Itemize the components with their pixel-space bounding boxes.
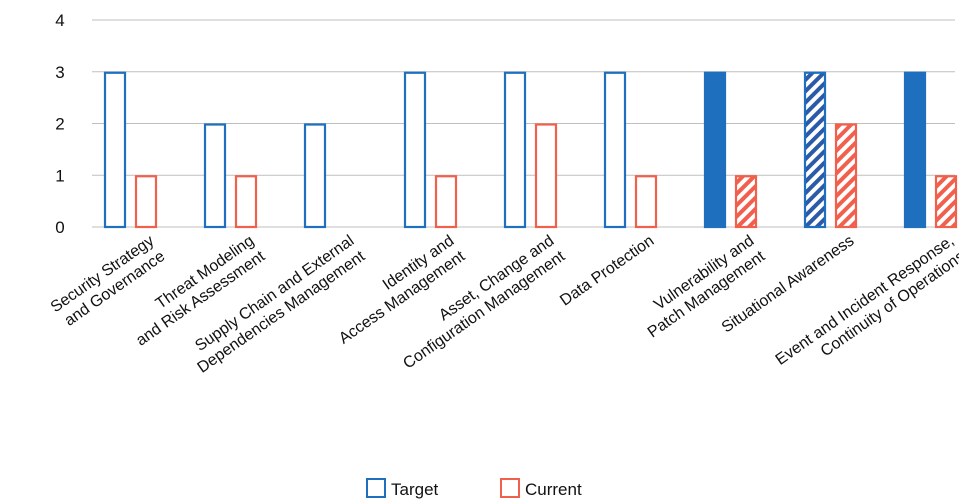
bar-target-4: [503, 71, 527, 229]
category-label-line: Event and Incident Response,: [773, 232, 958, 368]
y-tick-label: 4: [55, 11, 64, 30]
category-label-line: Continuity of Operations: [818, 248, 959, 360]
legend-swatch-current: [500, 478, 520, 498]
y-axis-ticks: 0 1 2 3 4: [55, 11, 64, 237]
y-tick-label: 2: [55, 115, 64, 134]
legend-swatch-target: [366, 478, 386, 498]
y-tick-label: 0: [55, 218, 64, 237]
bar-current-0: [134, 175, 158, 229]
bar-target-3: [403, 71, 427, 229]
bar-target-8: [903, 71, 927, 229]
bar-target-1: [203, 123, 227, 229]
legend-label-target: Target: [391, 480, 439, 499]
bar-target-2: [303, 123, 327, 229]
bar-current-8: [934, 175, 958, 229]
bar-current-1: [234, 175, 258, 229]
bar-current-6: [734, 175, 758, 229]
bars: [103, 71, 958, 229]
y-tick-label: 3: [55, 63, 64, 82]
y-tick-label: 1: [55, 166, 64, 185]
category-label-8: Event and Incident Response,Continuity o…: [773, 232, 959, 368]
bar-current-7: [834, 123, 858, 229]
bar-target-0: [103, 71, 127, 229]
bar-current-5: [634, 175, 658, 229]
bar-target-7: [803, 71, 827, 229]
bar-target-6: [703, 71, 727, 229]
legend: Target Current: [366, 478, 582, 499]
category-label-line: Data Protection: [557, 232, 657, 309]
legend-label-current: Current: [525, 480, 582, 499]
bar-current-4: [534, 123, 558, 229]
bar-current-3: [434, 175, 458, 229]
category-label-5: Data Protection: [557, 232, 657, 309]
bar-target-5: [603, 71, 627, 229]
